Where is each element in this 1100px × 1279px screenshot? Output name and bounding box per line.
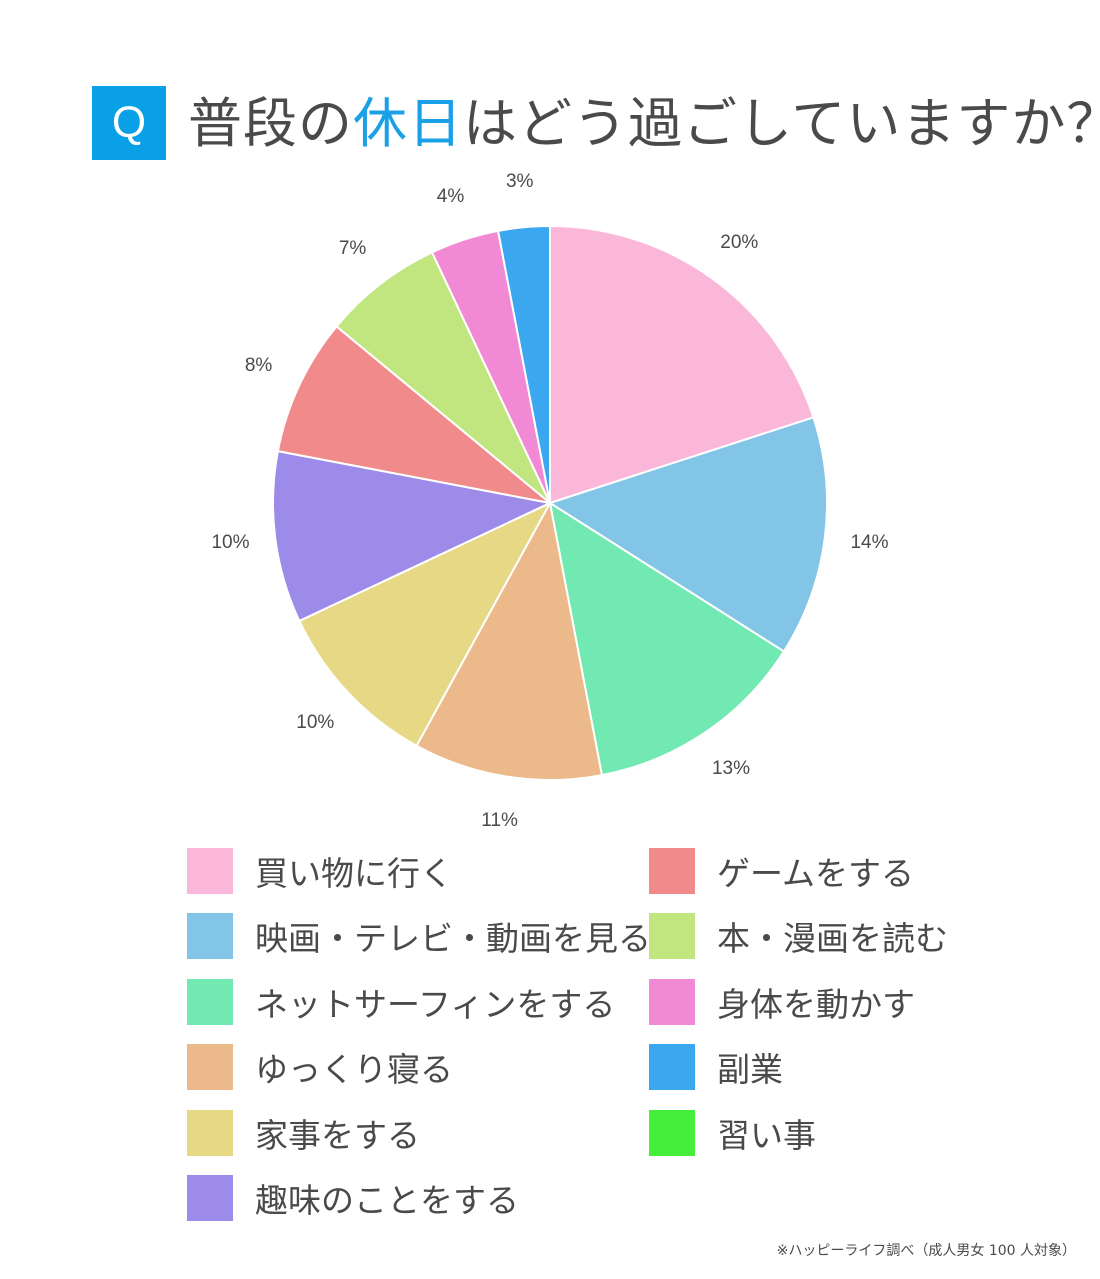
legend-item: ゆっくり寝る (187, 1044, 453, 1090)
pie-percent-label: 4% (436, 185, 465, 207)
pie-slice (549, 225, 815, 504)
legend-swatch (187, 848, 233, 894)
pie-slice (298, 502, 551, 747)
pie-slice (549, 416, 828, 653)
legend-swatch (649, 1044, 695, 1090)
legend-label: ゆっくり寝る (255, 1050, 453, 1089)
question-badge: Q (92, 86, 166, 160)
pie-slice (415, 502, 603, 781)
legend-item: ネットサーフィンをする (187, 979, 615, 1025)
pie-slice (497, 225, 551, 504)
legend-item: 買い物に行く (187, 848, 453, 894)
legend-label: 映画・テレビ・動画を見る (255, 919, 651, 958)
legend-label: 趣味のことをする (255, 1181, 519, 1220)
pie-percent-label: 14% (850, 532, 889, 554)
pie-percent-label: 7% (338, 237, 367, 259)
legend-label: 家事をする (255, 1116, 420, 1155)
legend-swatch (649, 848, 695, 894)
source-footnote: ※ハッピーライフ調べ（成人男女 100 人対象） (776, 1243, 1076, 1259)
legend-item: 副業 (649, 1044, 783, 1090)
legend-swatch (187, 1110, 233, 1156)
legend-swatch (187, 979, 233, 1025)
legend-swatch (187, 1175, 233, 1221)
legend-swatch (649, 979, 695, 1025)
pie-slice (276, 325, 551, 504)
legend-item: 習い事 (649, 1110, 816, 1156)
pie-percent-label: 20% (720, 231, 759, 253)
legend-label: ゲームをする (717, 854, 915, 893)
pie-percent-label: 10% (211, 532, 250, 554)
legend-item: 本・漫画を読む (649, 913, 948, 959)
legend-swatch (649, 913, 695, 959)
legend-item: 家事をする (187, 1110, 420, 1156)
title-suffix: はどう過ごしていますか？ (463, 92, 1100, 155)
question-letter: Q (111, 98, 147, 147)
pie-percent-label: 3% (505, 171, 534, 193)
chart-title: 普段の休日はどう過ごしていますか？ (188, 88, 1100, 160)
legend-label: 身体を動かす (717, 985, 915, 1024)
legend-label: 本・漫画を読む (717, 919, 948, 958)
pie-percent-label: 13% (711, 758, 751, 780)
legend-swatch (187, 913, 233, 959)
legend-label: 副業 (717, 1050, 783, 1089)
legend-item: 趣味のことをする (187, 1175, 519, 1221)
legend-item: ゲームをする (649, 848, 914, 894)
legend-label: 習い事 (717, 1116, 816, 1155)
pie-percent-label: 10% (296, 712, 335, 734)
pie-slice (335, 251, 551, 504)
pie-slice (272, 450, 551, 622)
pie-chart (272, 225, 828, 781)
legend-swatch (649, 1110, 695, 1156)
title-prefix: 普段の (188, 92, 353, 155)
title-highlight: 休日 (353, 92, 463, 155)
pie-slice (549, 502, 785, 777)
pie-percent-label: 11% (481, 810, 518, 831)
legend-item: 身体を動かす (649, 979, 915, 1025)
pie-percent-label: 8% (244, 354, 273, 376)
legend-label: 買い物に行く (255, 854, 453, 893)
legend-label: ネットサーフィンをする (255, 985, 616, 1024)
legend-swatch (187, 1044, 233, 1090)
legend-item: 映画・テレビ・動画を見る (187, 913, 651, 959)
